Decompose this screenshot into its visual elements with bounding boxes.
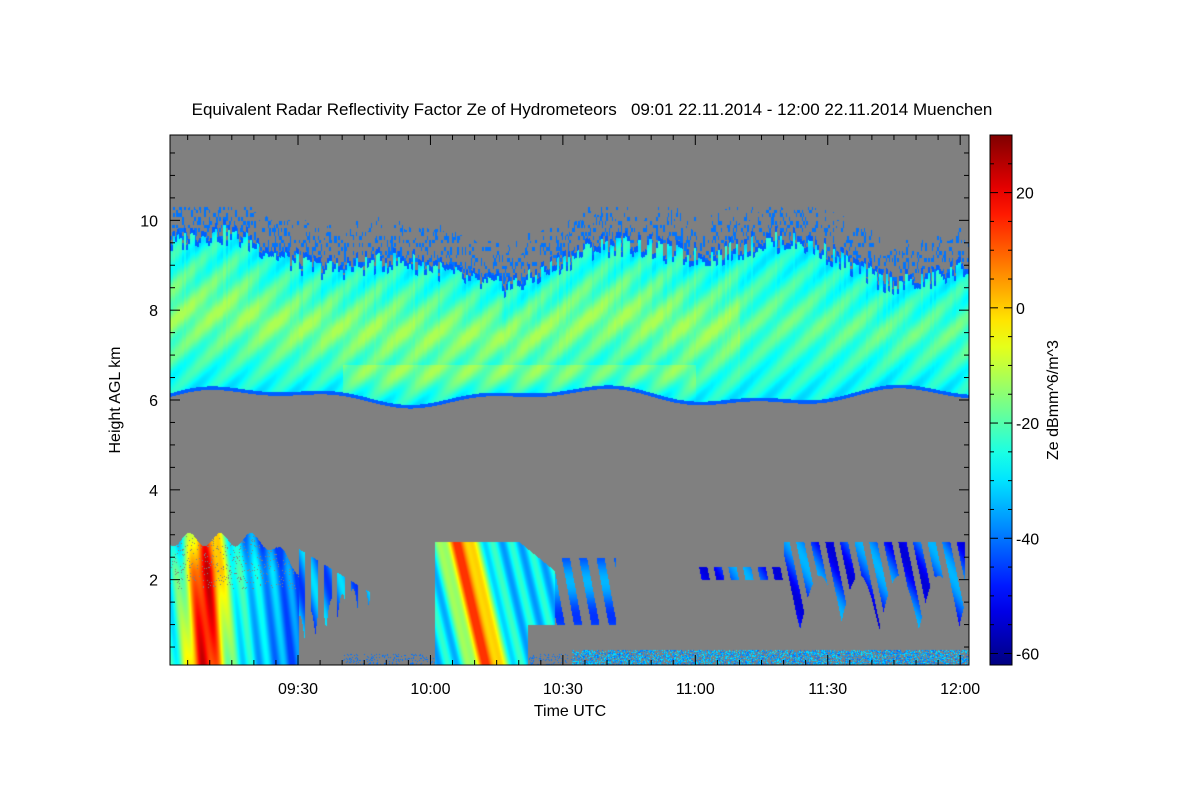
x-axis-label: Time UTC	[534, 703, 606, 720]
colorbar-tick-label: 0	[1016, 301, 1025, 318]
y-tick-label: 10	[140, 213, 158, 230]
colorbar-tick-label: -20	[1016, 416, 1039, 433]
y-tick-label: 6	[149, 393, 158, 410]
x-tick-label: 12:00	[940, 681, 980, 698]
reflectivity-heatmap	[170, 135, 969, 665]
colorbar-gradient	[989, 134, 1013, 666]
y-tick-label: 8	[149, 303, 158, 320]
y-axis-label: Height AGL km	[107, 346, 124, 453]
colorbar: 20 0 -20 -40 -60	[989, 134, 1039, 666]
chart-title: Equivalent Radar Reflectivity Factor Ze …	[192, 100, 993, 119]
x-tick-label: 11:30	[808, 681, 847, 698]
axes: 2 4 6 8 10 09:30 10:00 10:30 11:00 11:30 12:00	[140, 134, 980, 698]
y-tick-label: 2	[149, 573, 158, 590]
y-tick-label: 4	[149, 483, 158, 500]
x-tick-label: 11:00	[676, 681, 715, 698]
x-tick-label: 10:00	[410, 681, 450, 698]
x-tick-label: 10:30	[543, 681, 583, 698]
x-tick-label: 09:30	[278, 681, 318, 698]
colorbar-tick-label: -40	[1016, 531, 1039, 548]
colorbar-label: Ze dBmm^6/m^3	[1045, 340, 1062, 460]
colorbar-tick-label: 20	[1016, 186, 1034, 203]
colorbar-tick-label: -60	[1016, 646, 1039, 663]
plot-area	[170, 135, 969, 665]
